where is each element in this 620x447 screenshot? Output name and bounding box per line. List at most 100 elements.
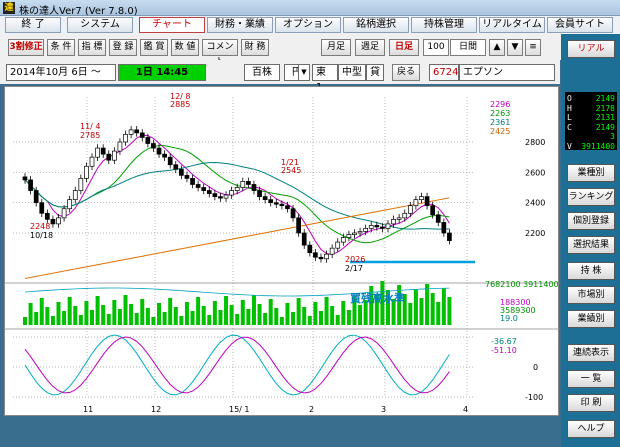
- candle-body: [279, 203, 285, 207]
- list-icon[interactable]: ≡: [525, 39, 541, 56]
- ohlc-value: 2131: [595, 113, 615, 122]
- side-button-1[interactable]: ランキング: [567, 188, 615, 206]
- span-select[interactable]: 100: [423, 39, 449, 56]
- candle-body: [67, 199, 73, 210]
- candle-body: [89, 156, 95, 167]
- ma-value-label: 2263: [490, 109, 510, 118]
- volume-annotation: 買残高水準: [350, 291, 405, 305]
- chevron-down-icon[interactable]: ▼: [298, 64, 310, 81]
- toolbar-button-3[interactable]: 登 録: [109, 39, 137, 56]
- volume-bar: [279, 317, 284, 325]
- ohlc-row: C 2149: [567, 123, 615, 133]
- candle-body: [50, 219, 56, 225]
- side-button-0[interactable]: 業種別: [567, 164, 615, 182]
- right-panel: リアル O 2149 H 2178 L 2131 C 2149 3 V 3911400 業種別 ランキ…: [561, 34, 620, 447]
- side-button-4[interactable]: 持 株: [567, 262, 615, 280]
- volume-bar: [313, 302, 318, 325]
- menu-item-0[interactable]: 終 了: [5, 17, 61, 33]
- stock-code[interactable]: 6724: [429, 64, 459, 81]
- candle-body: [363, 228, 368, 232]
- volume-bar: [341, 301, 346, 325]
- toolbar-button-2[interactable]: 指 標: [78, 39, 106, 56]
- span-unit: 日間: [450, 39, 486, 56]
- chart-annotation: 12/ 8: [170, 92, 191, 101]
- volume-bar: [235, 314, 240, 325]
- price-tick-label: 2800: [525, 138, 545, 147]
- menu-item-6[interactable]: 持株管理: [411, 17, 477, 33]
- candle-body: [324, 253, 329, 260]
- arrow-down-icon[interactable]: ▼: [507, 39, 523, 56]
- moving-average-line: [24, 134, 450, 255]
- candle-body: [134, 129, 140, 134]
- side-button-9[interactable]: 印 刷: [567, 394, 615, 412]
- menu-item-4[interactable]: オプション: [275, 17, 341, 33]
- toolbar-button-0[interactable]: 3割修正: [8, 39, 44, 56]
- menu-item-2[interactable]: チャート: [139, 17, 205, 33]
- osc-value-label: -36.67: [491, 337, 517, 346]
- volume-bar: [179, 316, 184, 325]
- candle-body: [223, 194, 229, 199]
- window-title: 株の達人Ver7 (Ver 7.8.0): [19, 6, 138, 17]
- chart-area[interactable]: 12/ 8 2885 11/ 4 2785 1/21 2545 2248 10/18 2026 2…: [4, 86, 560, 417]
- menu-item-3[interactable]: 財務・業績: [207, 17, 273, 33]
- back-button[interactable]: 戻る: [392, 64, 420, 81]
- volume-bar: [45, 307, 50, 325]
- candle-body: [123, 134, 128, 143]
- oscillator-signal-line: [24, 336, 450, 394]
- side-button-8[interactable]: 一 覧: [567, 370, 615, 388]
- candle-body: [268, 199, 274, 204]
- chart-annotation: 1/21: [281, 158, 299, 167]
- toolbar-button-6[interactable]: コメント: [202, 39, 238, 67]
- menu-item-1[interactable]: システム: [67, 17, 133, 33]
- chart-annotation-sub: 2/17: [345, 264, 363, 273]
- menu-item-7[interactable]: リアルタイム: [479, 17, 545, 33]
- candle-body: [167, 156, 173, 166]
- ohlc-key: V: [567, 141, 572, 151]
- side-button-5[interactable]: 市場別: [567, 286, 615, 304]
- real-button[interactable]: リアル: [567, 40, 615, 58]
- menu-item-8[interactable]: 会員サイト: [547, 17, 613, 33]
- volume-bar: [385, 290, 390, 325]
- arrow-up-icon[interactable]: ▲: [489, 39, 505, 56]
- toolbar-button-10[interactable]: 日足: [389, 39, 419, 56]
- volume-bar: [358, 305, 363, 325]
- toolbar-button-7[interactable]: 財 務: [241, 39, 269, 56]
- candle-body: [285, 205, 290, 210]
- ohlc-row: V 3911400: [567, 142, 615, 152]
- volume-bar: [363, 300, 368, 325]
- volume-bar: [369, 286, 374, 325]
- side-button-7[interactable]: 連続表示: [567, 344, 615, 362]
- candle-body: [413, 199, 419, 207]
- volume-bar: [229, 305, 234, 325]
- volume-bar: [190, 311, 195, 325]
- volume-bar: [330, 306, 335, 325]
- menu-item-5[interactable]: 銘柄選択: [343, 17, 409, 33]
- toolbar-button-8[interactable]: 月足: [321, 39, 351, 56]
- candle-body: [273, 202, 279, 205]
- ma-value-label: 2361: [490, 118, 510, 127]
- candle-body: [206, 190, 212, 194]
- candle-body: [78, 178, 84, 191]
- candle-body: [290, 208, 296, 219]
- candle-body: [156, 147, 162, 155]
- toolbar-button-9[interactable]: 週足: [355, 39, 385, 56]
- candle-body: [190, 178, 195, 185]
- candle-body: [385, 223, 391, 229]
- side-button-10[interactable]: ヘルプ: [567, 420, 615, 438]
- candle-body: [391, 219, 396, 225]
- candle-body: [218, 196, 223, 199]
- toolbar-button-1[interactable]: 条 件: [47, 39, 75, 56]
- volume-bar: [335, 315, 340, 325]
- toolbar-button-5[interactable]: 数 値: [171, 39, 199, 56]
- side-button-2[interactable]: 個別登録: [567, 212, 615, 230]
- ohlc-row: H 2178: [567, 104, 615, 114]
- volume-bar: [408, 303, 413, 325]
- toolbar-button-4[interactable]: 鑑 賞: [140, 39, 168, 56]
- volume-bar: [28, 303, 33, 325]
- side-button-3[interactable]: 選択結果: [567, 236, 615, 254]
- date-field[interactable]: 2014年10月 6日 〜: [6, 64, 116, 81]
- side-button-6[interactable]: 業績別: [567, 310, 615, 328]
- volume-bar: [413, 289, 418, 325]
- candle-body: [352, 232, 357, 235]
